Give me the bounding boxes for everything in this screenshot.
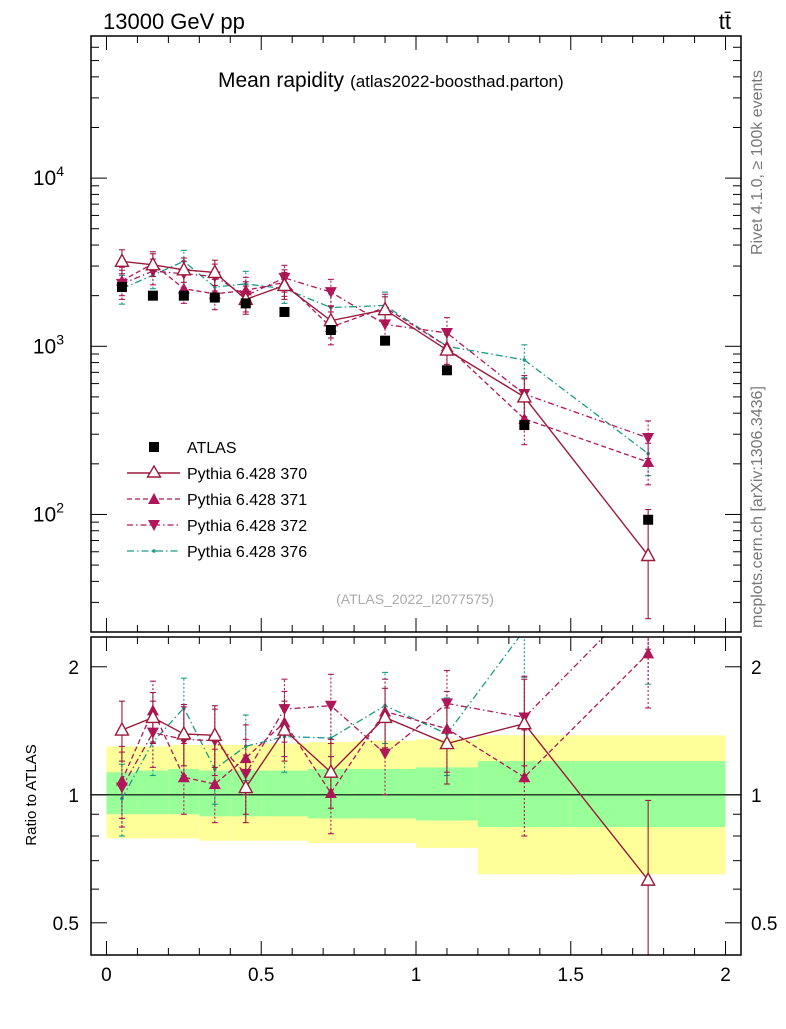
- ratio-ytick-label-right: 2: [751, 658, 762, 679]
- legend-label-372: Pythia 6.428 372: [187, 518, 307, 535]
- ratio-point-1: [642, 647, 655, 659]
- ratio-point-0: [516, 715, 533, 730]
- main-point-0: [439, 341, 455, 356]
- data-point-atlas: [643, 514, 654, 525]
- main-ytick-exp: 3: [56, 331, 64, 347]
- data-point-atlas: [519, 420, 530, 431]
- ratio-ytick-label: 1: [68, 786, 79, 807]
- main-ytick-base: 10: [33, 503, 56, 526]
- legend-marker-371: [148, 493, 160, 504]
- ratio-panel: 0 0.5 1 1.5 2 0.5 0.5 1 1 2 2: [53, 626, 777, 986]
- ratio-bands: [106, 735, 726, 875]
- legend-label-376: Pythia 6.428 376: [187, 544, 307, 561]
- header-left: 13000 GeV pp: [103, 9, 245, 34]
- ratio-point-1: [115, 774, 128, 786]
- ratio-point-0: [145, 708, 161, 724]
- data-point-atlas: [240, 298, 251, 309]
- data-point-atlas: [116, 282, 127, 293]
- ratio-point-0: [276, 721, 293, 736]
- main-point-0: [114, 252, 130, 268]
- main-point-2: [642, 432, 655, 444]
- ratio-point-2: [324, 700, 337, 712]
- ratio-point-1: [518, 771, 531, 783]
- band-inner-bin: [137, 770, 169, 815]
- legend-marker-372: [148, 520, 160, 531]
- ratio-xtick-label: 1.5: [558, 965, 584, 986]
- ratio-xtick-label: 0: [101, 965, 112, 986]
- legend-marker-376: [152, 549, 156, 553]
- ratio-point-0: [323, 763, 339, 778]
- ratio-point-2: [379, 748, 392, 760]
- watermark: (ATLAS_2022_I2077575): [336, 591, 494, 607]
- data-point-atlas: [441, 365, 452, 376]
- main-point-0: [207, 263, 223, 279]
- ratio-xtick-label: 1: [411, 965, 422, 986]
- ratio-point-0: [377, 708, 393, 724]
- ratio-xtick-label: 2: [720, 965, 731, 986]
- ratio-point-0: [640, 871, 656, 886]
- main-series-line-3: [121, 260, 649, 455]
- mcplots-label: mcplots.cern.ch [arXiv:1306.3436]: [749, 386, 766, 628]
- legend: ATLAS Pythia 6.428 370 Pythia 6.428 371 …: [127, 440, 307, 561]
- data-point-atlas: [380, 335, 391, 346]
- main-ytick-label: 103: [33, 331, 64, 358]
- main-point-0: [516, 388, 533, 403]
- data-point-atlas: [209, 292, 220, 303]
- main-point-0: [176, 261, 192, 276]
- ratio-point-0: [114, 721, 130, 736]
- plot-title-main: Mean rapidity: [218, 69, 345, 92]
- ratio-ytick-label-right: 0.5: [751, 914, 777, 935]
- main-ytick-exp: 2: [56, 499, 64, 515]
- main-ytick-exp: 4: [56, 163, 64, 179]
- ratio-point-0: [176, 725, 192, 740]
- rivet-label: Rivet 4.1.0, ≥ 100k events: [749, 70, 766, 255]
- ratio-ylabel: Ratio to ATLAS: [23, 744, 40, 845]
- plot-subtitle: (atlas2022-boosthad.parton): [350, 72, 564, 91]
- main-series-2: [115, 258, 655, 460]
- main-point-0: [377, 301, 393, 316]
- ratio-point-1: [208, 778, 221, 790]
- main-series-0: [114, 249, 656, 620]
- legend-label-371: Pythia 6.428 371: [187, 492, 307, 509]
- main-ytick-label: 104: [33, 163, 64, 190]
- main-ytick-label: 102: [33, 499, 64, 526]
- data-point-atlas: [178, 290, 189, 301]
- main-series-line-1: [121, 262, 649, 463]
- data-point-atlas: [147, 290, 158, 301]
- legend-marker-370: [146, 464, 162, 478]
- ratio-ytick-label: 0.5: [53, 914, 79, 935]
- main-point-2: [324, 287, 337, 299]
- plot-title: Mean rapidity (atlas2022-boosthad.parton): [218, 69, 564, 92]
- ratio-ytick-label: 2: [68, 658, 79, 679]
- header-right: tt̄: [719, 9, 731, 34]
- ratio-point-0: [439, 735, 455, 750]
- legend-marker-atlas: [149, 442, 159, 452]
- main-point-0: [640, 547, 656, 562]
- ratio-xtick-label: 0.5: [248, 965, 274, 986]
- main-series-line-2: [121, 270, 649, 439]
- main-ytick-base: 10: [33, 167, 56, 190]
- ratio-point-3: [646, 626, 650, 630]
- ratio-point-0: [238, 779, 254, 794]
- data-point-atlas: [279, 306, 290, 317]
- main-point-0: [145, 256, 161, 271]
- band-inner-bin: [261, 770, 308, 817]
- ratio-ytick-label-right: 1: [751, 786, 762, 807]
- data-point-atlas: [325, 324, 336, 335]
- ratio-series-0: [114, 678, 656, 955]
- main-point-0: [276, 276, 293, 292]
- main-ytick-base: 10: [33, 335, 56, 358]
- main-frame: [90, 35, 742, 633]
- legend-label-atlas: ATLAS: [187, 440, 237, 457]
- legend-label-370: Pythia 6.428 370: [187, 466, 307, 483]
- ratio-point-1: [177, 771, 190, 783]
- ratio-point-0: [207, 726, 223, 742]
- main-point-1: [642, 456, 655, 468]
- main-point-3: [522, 358, 527, 362]
